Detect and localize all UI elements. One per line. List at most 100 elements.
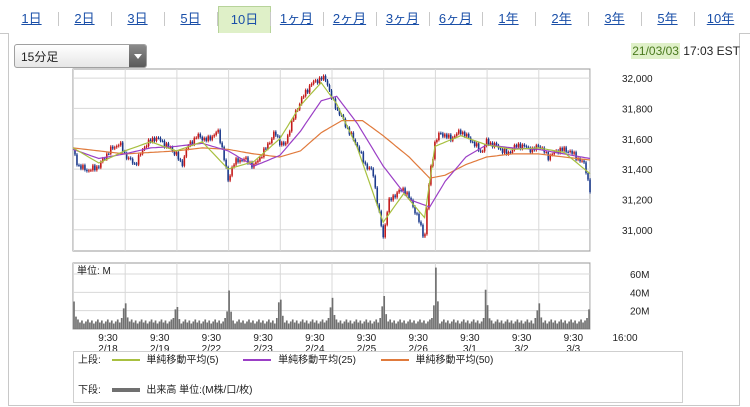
volume-bar	[580, 319, 582, 329]
volume-bar	[514, 321, 517, 329]
volume-bar	[339, 320, 342, 329]
price-bar	[509, 152, 512, 154]
volume-bar	[345, 319, 348, 329]
price-bar	[438, 133, 440, 140]
volume-bar	[287, 323, 290, 329]
volume-bar	[391, 322, 393, 329]
volume-bar	[379, 318, 382, 329]
price-bar	[473, 141, 476, 147]
legend: 上段: 単純移動平均(5) 単純移動平均(25) 単純移動平均(50) 下段: …	[73, 351, 683, 403]
interval-select[interactable]: 15分足	[14, 44, 147, 68]
price-bar	[489, 142, 492, 145]
volume-bar	[427, 321, 429, 329]
volume-bar	[385, 314, 388, 329]
volume-bar	[126, 317, 129, 329]
legend-upper-row: 上段: 単純移動平均(5) 単純移動平均(25) 単純移動平均(50)	[78, 354, 493, 368]
price-bar	[352, 132, 355, 140]
price-bar	[422, 224, 424, 237]
volume-bar	[102, 323, 105, 329]
tab-11[interactable]: 3年	[604, 11, 625, 26]
price-bar	[84, 165, 86, 170]
price-bar	[354, 139, 357, 144]
volume-bar	[246, 321, 248, 329]
price-bar	[583, 160, 585, 163]
volume-bar	[256, 321, 258, 329]
tab-8[interactable]: 6ヶ月	[438, 11, 473, 26]
price-bar	[529, 147, 532, 153]
volume-bar	[116, 319, 119, 329]
price-bar	[428, 184, 430, 209]
volume-bar	[439, 323, 441, 329]
price-bar	[179, 159, 182, 161]
price-bar	[362, 152, 365, 163]
volume-bar	[329, 307, 332, 329]
price-bar	[94, 165, 96, 171]
price-bar	[157, 137, 160, 139]
volume-bar	[250, 322, 252, 329]
volume-bar	[393, 320, 395, 329]
price-bar	[237, 158, 239, 163]
price-bar	[225, 159, 227, 168]
volume-bar	[178, 319, 181, 329]
tab-2[interactable]: 3日	[127, 11, 148, 26]
timestamp-date: 21/03/03	[631, 43, 680, 59]
price-bar	[531, 147, 534, 153]
price-bar	[551, 154, 554, 156]
price-bar	[511, 150, 514, 153]
dropdown-button[interactable]	[129, 45, 146, 67]
price-bar	[485, 139, 488, 146]
tab-6[interactable]: 2ヶ月	[332, 11, 367, 26]
price-bar	[159, 137, 162, 141]
tab-3[interactable]: 5日	[180, 11, 201, 26]
price-bar	[450, 134, 452, 141]
price-bar	[392, 195, 394, 201]
volume-bar	[198, 320, 201, 329]
volume-bar	[73, 301, 75, 329]
price-bar	[499, 148, 502, 150]
volume-bar	[146, 323, 149, 329]
tab-5[interactable]: 1ヶ月	[279, 11, 314, 26]
tab-0[interactable]: 1日	[21, 11, 42, 26]
volume-bar	[100, 320, 103, 329]
tab-9[interactable]: 1年	[498, 11, 519, 26]
x-tick-time: 16:00	[612, 333, 637, 344]
volume-bar	[202, 321, 205, 329]
price-bar	[328, 85, 331, 91]
price-bar	[76, 154, 78, 166]
volume-bar	[534, 318, 537, 329]
tab-separator	[482, 12, 483, 26]
x-tick-time: 9:30	[564, 333, 584, 344]
volume-bar	[206, 322, 209, 329]
volume-bar	[578, 321, 580, 329]
volume-bar	[297, 323, 300, 329]
price-bar	[382, 225, 384, 238]
tab-4[interactable]: 10日	[218, 6, 271, 33]
volume-bar	[317, 323, 320, 329]
tab-13[interactable]: 10年	[706, 11, 735, 26]
tab-7[interactable]: 3ヶ月	[385, 11, 420, 26]
price-bar	[507, 152, 510, 155]
volume-bar	[252, 320, 254, 329]
tab-1[interactable]: 2日	[74, 11, 95, 26]
volume-bar	[99, 322, 101, 329]
volume-bar	[293, 322, 296, 329]
volume-bar	[576, 323, 578, 329]
price-bar	[175, 152, 178, 155]
volume-bar	[425, 323, 427, 329]
price-bar	[284, 142, 287, 145]
price-bar	[221, 142, 223, 148]
tab-10[interactable]: 2年	[551, 11, 572, 26]
price-bar	[487, 139, 490, 145]
tab-12[interactable]: 5年	[657, 11, 678, 26]
volume-bar	[558, 321, 561, 329]
price-bar	[481, 151, 484, 153]
volume-bar	[397, 321, 399, 329]
volume-bar	[311, 319, 314, 329]
price-bar	[163, 140, 166, 148]
volume-bar	[97, 319, 99, 329]
volume-bar	[271, 320, 274, 329]
x-tick-date: 2/24	[305, 344, 325, 355]
volume-bar	[212, 321, 215, 329]
price-bar	[195, 137, 198, 139]
price-bar	[207, 136, 210, 141]
